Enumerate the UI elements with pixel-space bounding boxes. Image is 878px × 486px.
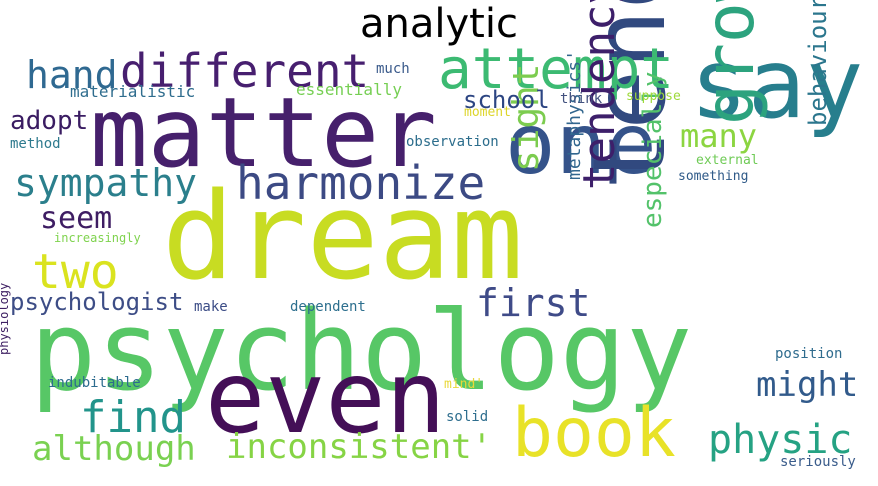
word-dream: dream bbox=[162, 168, 524, 307]
word-physic: physic bbox=[708, 417, 853, 463]
word-suppose: suppose bbox=[626, 89, 681, 104]
word-metaphysics: metaphysics' bbox=[564, 49, 585, 180]
word-find: find bbox=[80, 392, 186, 443]
word-something: something bbox=[678, 169, 749, 184]
word-mind: mind' bbox=[444, 377, 484, 392]
word-materialistic: materialistic bbox=[70, 82, 196, 101]
word-sympathy: sympathy bbox=[14, 161, 198, 205]
word-hand: hand bbox=[26, 53, 118, 97]
word-increasingly: increasingly bbox=[54, 231, 141, 245]
word-physiology: physiology bbox=[0, 282, 11, 355]
cloud-title: analytic bbox=[360, 1, 518, 47]
word-external: external bbox=[696, 153, 759, 168]
word-harmonize: harmonize bbox=[236, 156, 486, 210]
word-moment: moment bbox=[464, 105, 511, 120]
word-solid: solid bbox=[446, 409, 489, 425]
word-book: book bbox=[512, 394, 676, 473]
word-first: first bbox=[476, 281, 591, 325]
word-position: position bbox=[775, 346, 843, 362]
word-make: make bbox=[194, 299, 228, 315]
word-even: even bbox=[205, 339, 446, 456]
word-sight: sight bbox=[506, 63, 547, 172]
word-behaviourist: behaviourist bbox=[804, 0, 832, 126]
word-method: method bbox=[10, 136, 61, 152]
word-matter: matter bbox=[90, 77, 437, 189]
word-observation: observation bbox=[406, 134, 499, 150]
word-dependent: dependent bbox=[290, 299, 366, 315]
word-different: different bbox=[120, 44, 370, 98]
word-two: two bbox=[32, 244, 119, 300]
word-might: might bbox=[756, 365, 859, 405]
word-indubitable: indubitable bbox=[48, 375, 141, 391]
word-adopt: adopt bbox=[10, 106, 89, 136]
word-essentially: essentially bbox=[296, 80, 402, 99]
word-although: although bbox=[32, 429, 196, 469]
word-grown: grown bbox=[691, 0, 770, 125]
word-psychologist: psychologist bbox=[10, 288, 184, 316]
word-seriously: seriously bbox=[780, 454, 856, 470]
word-think: think bbox=[560, 91, 603, 107]
word-say: say bbox=[690, 28, 864, 140]
word-school: school bbox=[463, 86, 550, 114]
word-much: much bbox=[376, 61, 410, 77]
word-inconsistent: inconsistent' bbox=[226, 427, 493, 467]
word-attempt: attempt bbox=[438, 37, 675, 102]
word-many: many bbox=[680, 117, 758, 155]
word-psychology: psychology bbox=[30, 287, 693, 415]
word-seem: seem bbox=[40, 201, 113, 236]
word-one: one bbox=[505, 95, 657, 193]
